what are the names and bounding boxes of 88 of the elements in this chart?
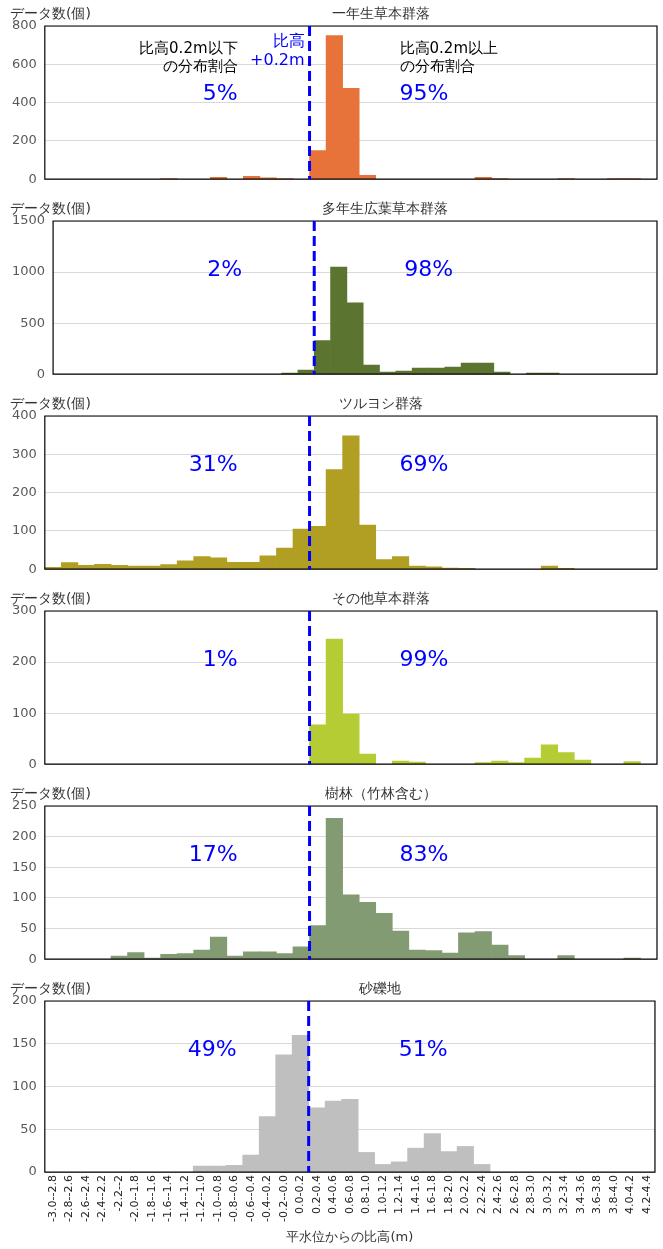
x-tick-label: 4.2-4.4 — [639, 1175, 653, 1215]
annotation: 17% — [188, 841, 238, 867]
x-tick-label: -1.8--1.6 — [144, 1175, 158, 1223]
annotation: 98% — [404, 256, 454, 282]
y-tick-label: 0 — [28, 755, 37, 771]
y-tick-label: 0 — [28, 560, 37, 576]
chart-title: 多年生広葉草本群落 — [322, 200, 449, 216]
x-tick-label: -1.4--1.2 — [177, 1175, 191, 1223]
y-tick-label: 200 — [11, 828, 37, 844]
y-tick-label: 200 — [11, 483, 37, 499]
x-tick-label: -2.2--2 — [111, 1175, 125, 1212]
y-tick-label: 0 — [28, 170, 37, 186]
x-tick-label: -1.0--0.8 — [210, 1175, 224, 1223]
x-tick-label: 2.4-2.6 — [491, 1175, 505, 1215]
y-axis-title: データ数(個) — [10, 200, 91, 216]
annotation: 比高0.2m以上の分布割合 — [399, 39, 499, 75]
y-tick-label: 50 — [20, 919, 37, 935]
chart-title: ツルヨシ群落 — [338, 395, 423, 411]
x-tick-label: 3.2-3.4 — [557, 1175, 571, 1215]
y-axis-title: データ数(個) — [10, 5, 91, 21]
chart-title: 樹林（竹林含む） — [324, 785, 437, 801]
y-tick-label: 150 — [11, 858, 37, 874]
annotation: 95% — [399, 79, 449, 105]
x-tick-label: -1.6--1.4 — [161, 1175, 175, 1223]
y-tick-label: 100 — [11, 1077, 37, 1093]
x-tick-label: 4.0-4.2 — [623, 1175, 637, 1215]
y-tick-label: 100 — [11, 704, 37, 720]
y-tick-label: 100 — [11, 889, 37, 905]
annotation: 比高0.2m以下の分布割合 — [139, 39, 238, 75]
y-axis-title: データ数(個) — [10, 785, 91, 801]
x-tick-label: -0.6--0.4 — [243, 1175, 257, 1223]
annotation: 83% — [399, 841, 449, 867]
x-tick-label: 1.0-1.2 — [375, 1175, 389, 1215]
annotation: 2% — [207, 256, 243, 282]
x-tick-label: -0.2--0.0 — [276, 1175, 290, 1223]
y-tick-label: 600 — [11, 55, 37, 71]
y-tick-label: 0 — [28, 950, 37, 966]
y-tick-label: 300 — [11, 445, 37, 461]
x-tick-label: 1.6-1.8 — [425, 1175, 439, 1215]
x-tick-label: -2.4--2.2 — [95, 1175, 109, 1223]
x-tick-label: 0.6-0.8 — [342, 1175, 356, 1215]
annotation: 49% — [187, 1036, 237, 1062]
y-axis-title: データ数(個) — [10, 590, 91, 606]
y-tick-label: 1000 — [11, 263, 46, 279]
x-tick-label: 0.4-0.6 — [326, 1175, 340, 1215]
y-tick-label: 500 — [20, 314, 46, 330]
x-axis-title: 平水位からの比高(m) — [286, 1229, 414, 1244]
x-tick-label: 1.4-1.6 — [408, 1175, 422, 1215]
x-tick-label: -0.4--0.2 — [260, 1175, 274, 1223]
y-tick-label: 50 — [20, 1120, 37, 1136]
x-tick-label: -0.8--0.6 — [227, 1175, 241, 1223]
ref-line-label: 比高 +0.2m — [250, 31, 305, 69]
x-tick-label: 2.6-2.8 — [507, 1175, 521, 1215]
x-tick-label: 1.8-2.0 — [441, 1175, 455, 1215]
annotation: 5% — [202, 79, 238, 105]
x-tick-label: 3.8-4.0 — [606, 1175, 620, 1215]
x-tick-label: -2.6--2.4 — [78, 1175, 92, 1223]
x-tick-label: 3.0-3.2 — [540, 1175, 554, 1215]
x-tick-label: 2.8-3.0 — [524, 1175, 538, 1215]
chart-title: 砂礫地 — [357, 980, 401, 996]
y-tick-label: 0 — [28, 1163, 37, 1179]
x-tick-label: 1.2-1.4 — [392, 1175, 406, 1215]
x-tick-label: -2.8--2.6 — [62, 1175, 76, 1223]
annotation: 99% — [399, 646, 449, 672]
x-tick-label: 0.8-1.0 — [359, 1175, 373, 1215]
y-axis-title: データ数(個) — [10, 395, 91, 411]
y-tick-label: 400 — [11, 93, 37, 109]
x-tick-label: 3.6-3.8 — [590, 1175, 604, 1215]
y-tick-label: 200 — [11, 132, 37, 148]
y-axis-title: データ数(個) — [10, 980, 91, 996]
x-tick-label: 2.0-2.2 — [458, 1175, 472, 1215]
y-tick-label: 150 — [11, 1035, 37, 1051]
x-tick-label: 3.4-3.6 — [573, 1175, 587, 1215]
x-tick-label: 2.2-2.4 — [474, 1175, 488, 1215]
chart-title: 一年生草本群落 — [331, 5, 430, 21]
x-tick-label: -3.0--2.8 — [45, 1175, 59, 1223]
x-tick-label: 0.2-0.4 — [309, 1175, 323, 1215]
x-tick-label: -2.0--1.8 — [128, 1175, 142, 1223]
x-tick-label: -1.2--1.0 — [194, 1175, 208, 1223]
annotation: 69% — [399, 451, 449, 477]
y-tick-label: 0 — [36, 365, 46, 381]
chart-title: その他草本群落 — [331, 590, 430, 606]
annotation: 1% — [202, 646, 238, 672]
y-tick-label: 100 — [11, 522, 37, 538]
x-tick-label: 0.0-0.2 — [293, 1175, 307, 1215]
annotation: 51% — [398, 1036, 448, 1062]
y-tick-label: 200 — [11, 653, 37, 669]
annotation: 31% — [188, 451, 238, 477]
